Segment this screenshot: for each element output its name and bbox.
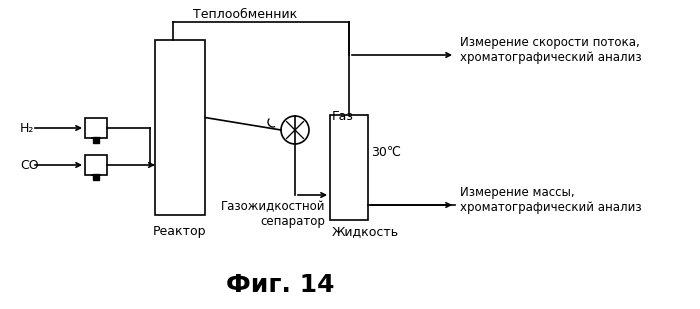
Text: Теплообменник: Теплообменник — [193, 8, 297, 21]
Text: Измерение массы,
хроматографический анализ: Измерение массы, хроматографический анал… — [460, 186, 642, 214]
Text: Реактор: Реактор — [153, 225, 206, 238]
Bar — [85, 155, 107, 175]
Bar — [330, 115, 368, 220]
Text: CO: CO — [20, 159, 38, 171]
Text: Газ: Газ — [332, 110, 354, 123]
Text: H₂: H₂ — [20, 121, 34, 134]
Bar — [85, 118, 107, 138]
Bar — [155, 40, 205, 215]
Text: Измерение скорости потока,
хроматографический анализ: Измерение скорости потока, хроматографич… — [460, 36, 642, 64]
Text: Фиг. 14: Фиг. 14 — [225, 273, 335, 297]
Text: 30℃: 30℃ — [371, 146, 401, 159]
Text: Газожидкостной
сепаратор: Газожидкостной сепаратор — [220, 200, 325, 228]
Text: Жидкость: Жидкость — [332, 225, 399, 238]
